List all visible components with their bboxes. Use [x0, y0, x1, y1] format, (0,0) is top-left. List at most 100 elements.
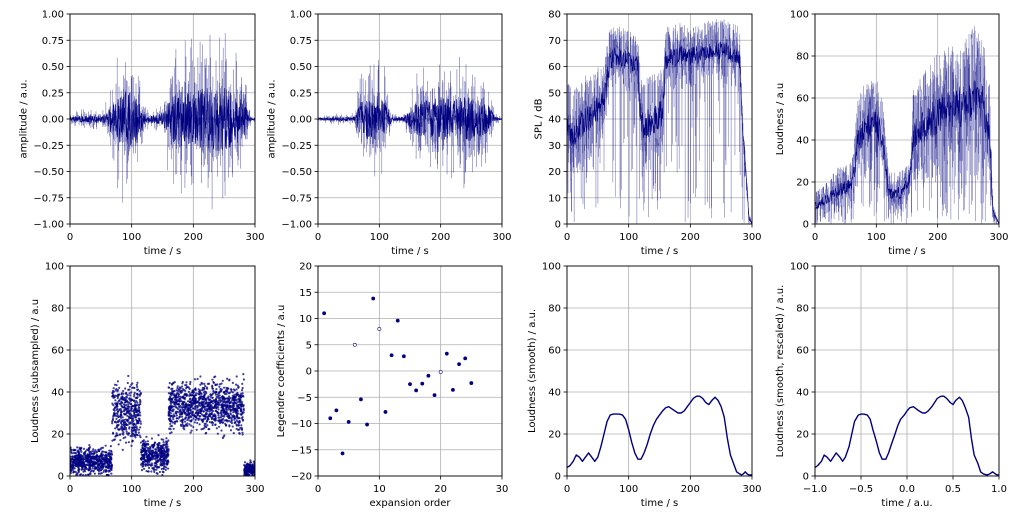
- x-tick-label: 0: [315, 484, 321, 495]
- data-point: [235, 383, 238, 386]
- data-point: [176, 396, 180, 399]
- coefficient-point-3: [334, 408, 339, 413]
- data-point: [203, 427, 206, 430]
- data-point: [196, 421, 199, 425]
- data-point: [215, 427, 218, 430]
- data-point: [223, 419, 226, 422]
- plot-area: [567, 395, 752, 476]
- data-point: [124, 436, 127, 439]
- data-point: [156, 443, 159, 446]
- data-point: [70, 471, 72, 475]
- data-point: [71, 464, 74, 467]
- y-axis: 0 20 40 60 80 100: [542, 262, 567, 483]
- y-tick-label: −0.75: [33, 193, 64, 204]
- data-point: [88, 466, 91, 469]
- data-point: [237, 424, 240, 427]
- data-point: [110, 456, 113, 459]
- data-point: [130, 413, 133, 417]
- data-point: [252, 470, 255, 473]
- y-tick-label: 0.50: [42, 62, 64, 73]
- data-point: [197, 411, 200, 415]
- data-point: [124, 418, 127, 421]
- y-tick-label: −0.50: [33, 167, 64, 178]
- x-axis-label: time / s: [144, 498, 182, 509]
- coefficient-point-20: [438, 370, 443, 374]
- data-point: [232, 388, 235, 391]
- data-point: [197, 408, 200, 412]
- data-point: [243, 469, 246, 472]
- data-point: [76, 446, 79, 449]
- data-point: [121, 395, 124, 398]
- data-point: [90, 452, 94, 455]
- data-point: [237, 386, 240, 389]
- data-point: [115, 421, 118, 424]
- data-point: [158, 446, 161, 450]
- data-point: [221, 395, 224, 398]
- plot-waveform-filtered: 0 100 200 300 −1.00 −0.75 −0.50 −0.25 0.00 0.25 0.…: [266, 10, 511, 258]
- data-point: [93, 450, 96, 453]
- data-point: [162, 457, 165, 460]
- data-point: [240, 394, 243, 397]
- data-point: [84, 473, 87, 476]
- data-point: [114, 389, 117, 392]
- x-tick-label: 30: [496, 484, 509, 495]
- data-point: [189, 382, 192, 386]
- data-point: [83, 470, 87, 473]
- data-point: [101, 450, 104, 453]
- plot-spl: 0 100 200 300 0 10 20 30 40 50 60 70 80 time / s SPL /…: [533, 10, 761, 258]
- data-point: [174, 397, 177, 400]
- data-point: [237, 406, 241, 409]
- data-point: [101, 462, 104, 465]
- data-point: [172, 427, 175, 430]
- data-point: [125, 423, 128, 427]
- data-point: [81, 465, 84, 468]
- coefficient-point-21: [444, 351, 449, 356]
- data-point: [127, 405, 130, 408]
- data-point: [152, 457, 155, 460]
- data-point: [249, 461, 252, 464]
- y-axis-label: Loudness / a.u: [775, 83, 786, 155]
- data-point: [185, 424, 188, 427]
- y-tick-label: 1.00: [290, 10, 312, 21]
- data-point: [184, 402, 188, 405]
- data-point: [182, 409, 185, 412]
- y-tick-label: 20: [51, 430, 64, 441]
- data-point: [242, 409, 245, 412]
- y-tick-label: 40: [548, 115, 561, 126]
- data-point: [241, 392, 244, 395]
- data-point: [200, 401, 203, 405]
- data-point: [207, 396, 210, 400]
- data-point: [130, 391, 133, 394]
- data-point: [229, 429, 233, 432]
- data-point: [118, 433, 121, 436]
- data-point: [222, 386, 226, 389]
- data-point: [129, 394, 132, 397]
- data-point: [155, 468, 158, 471]
- data-point: [155, 462, 158, 465]
- data-point: [170, 397, 173, 401]
- data-point: [238, 428, 241, 431]
- data-point: [184, 416, 187, 419]
- data-point: [171, 409, 174, 412]
- x-tick-label: 100: [122, 484, 141, 495]
- data-point: [148, 460, 151, 463]
- data-point: [80, 468, 83, 471]
- coefficient-point-8: [365, 422, 369, 427]
- y-tick-label: 40: [548, 388, 561, 399]
- data-point: [235, 375, 238, 378]
- data-point: [166, 453, 169, 456]
- data-point: [198, 402, 201, 405]
- data-point: [134, 423, 137, 427]
- data-point: [209, 405, 212, 408]
- y-tick-label: −0.50: [281, 167, 312, 178]
- data-point: [189, 397, 192, 400]
- data-point: [171, 389, 174, 392]
- data-point: [189, 392, 192, 395]
- data-point: [252, 460, 255, 463]
- data-point: [116, 396, 119, 400]
- x-axis-label: time / s: [888, 246, 926, 257]
- data-point: [182, 426, 185, 429]
- data-point: [196, 377, 199, 381]
- y-tick-label: 60: [548, 62, 561, 73]
